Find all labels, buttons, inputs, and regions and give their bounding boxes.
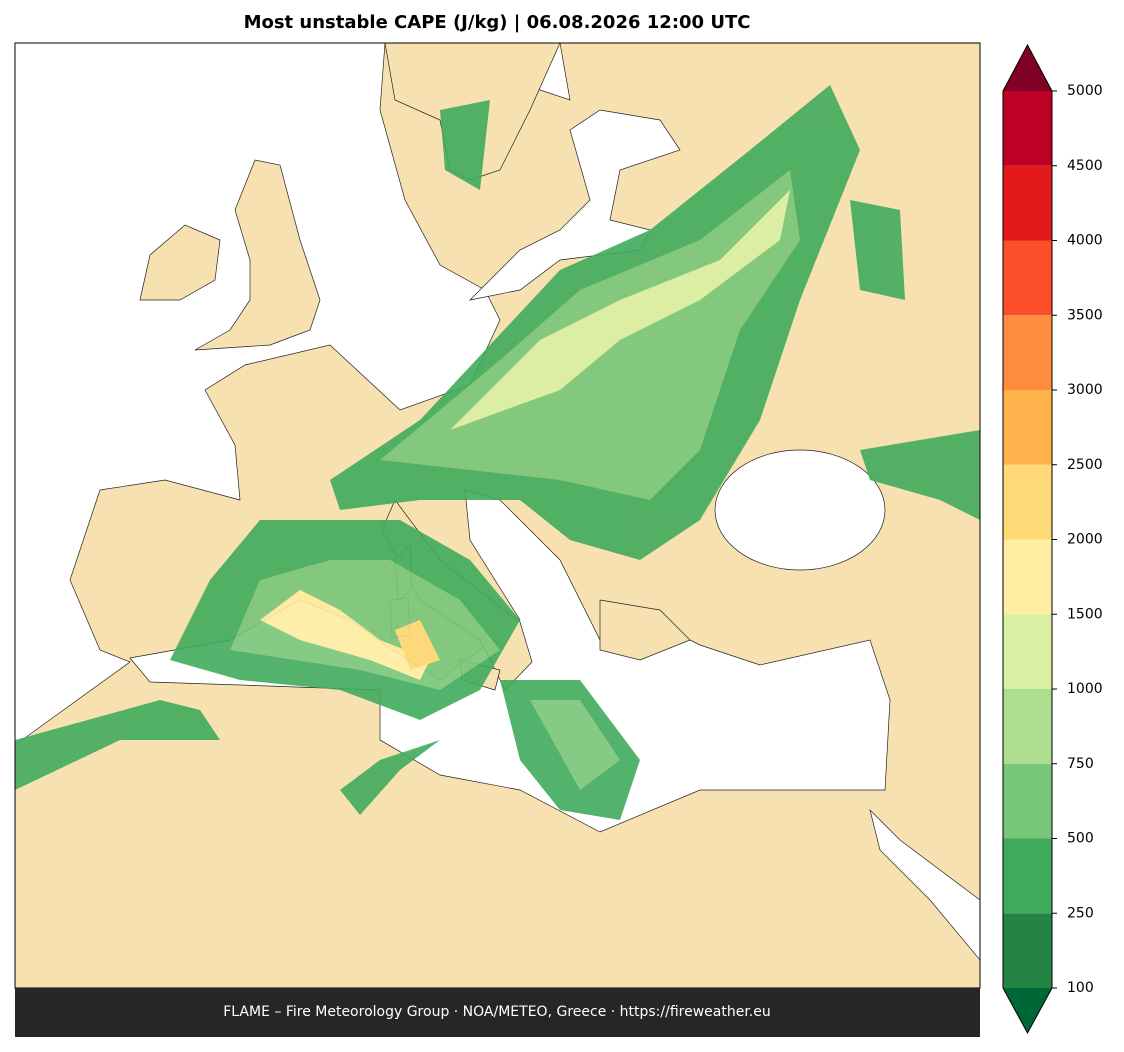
colorbar-tick-label: 3000 <box>1067 382 1103 398</box>
colorbar-band <box>1003 539 1052 615</box>
colorbar-tick-label: 2500 <box>1067 457 1103 473</box>
colorbar-band <box>1003 390 1052 465</box>
colorbar-tick-label: 500 <box>1067 831 1094 847</box>
colorbar-band <box>1003 240 1052 316</box>
colorbar-band <box>1003 689 1052 764</box>
colorbar-band <box>1003 315 1052 390</box>
colorbar-tick-label: 3500 <box>1067 307 1103 323</box>
colorbar-tick-label: 100 <box>1067 980 1094 996</box>
colorbar-tick-label: 1000 <box>1067 681 1103 697</box>
colorbar-tick-label: 5000 <box>1067 83 1103 99</box>
cape-field <box>15 85 980 820</box>
colorbar-tick-label: 2000 <box>1067 532 1103 548</box>
colorbar-extend-high <box>1003 45 1052 91</box>
footer-text: FLAME – Fire Meteorology Group · NOA/MET… <box>223 1004 771 1020</box>
colorbar-tick-label: 250 <box>1067 905 1094 921</box>
colorbar-tick-label: 1500 <box>1067 606 1103 622</box>
colorbar-band <box>1003 464 1052 540</box>
colorbar-extend-low <box>1003 988 1052 1033</box>
colorbar-tick-label: 750 <box>1067 756 1094 772</box>
map-title: Most unstable CAPE (J/kg) | 06.08.2026 1… <box>244 12 751 33</box>
colorbar-band <box>1003 913 1052 988</box>
colorbar-band <box>1003 91 1052 166</box>
colorbar-band <box>1003 838 1052 914</box>
map <box>14 42 981 989</box>
footer-bar <box>15 988 980 1037</box>
colorbar: 100 250 500 750 1000 1500 2000 2500 3000 3500 4000… <box>1002 43 1103 1035</box>
colorbar-tick-label: 4000 <box>1067 233 1103 249</box>
colorbar-band <box>1003 763 1052 839</box>
colorbar-tick-label: 4500 <box>1067 158 1103 174</box>
colorbar-band <box>1003 614 1052 689</box>
colorbar-band <box>1003 165 1052 241</box>
